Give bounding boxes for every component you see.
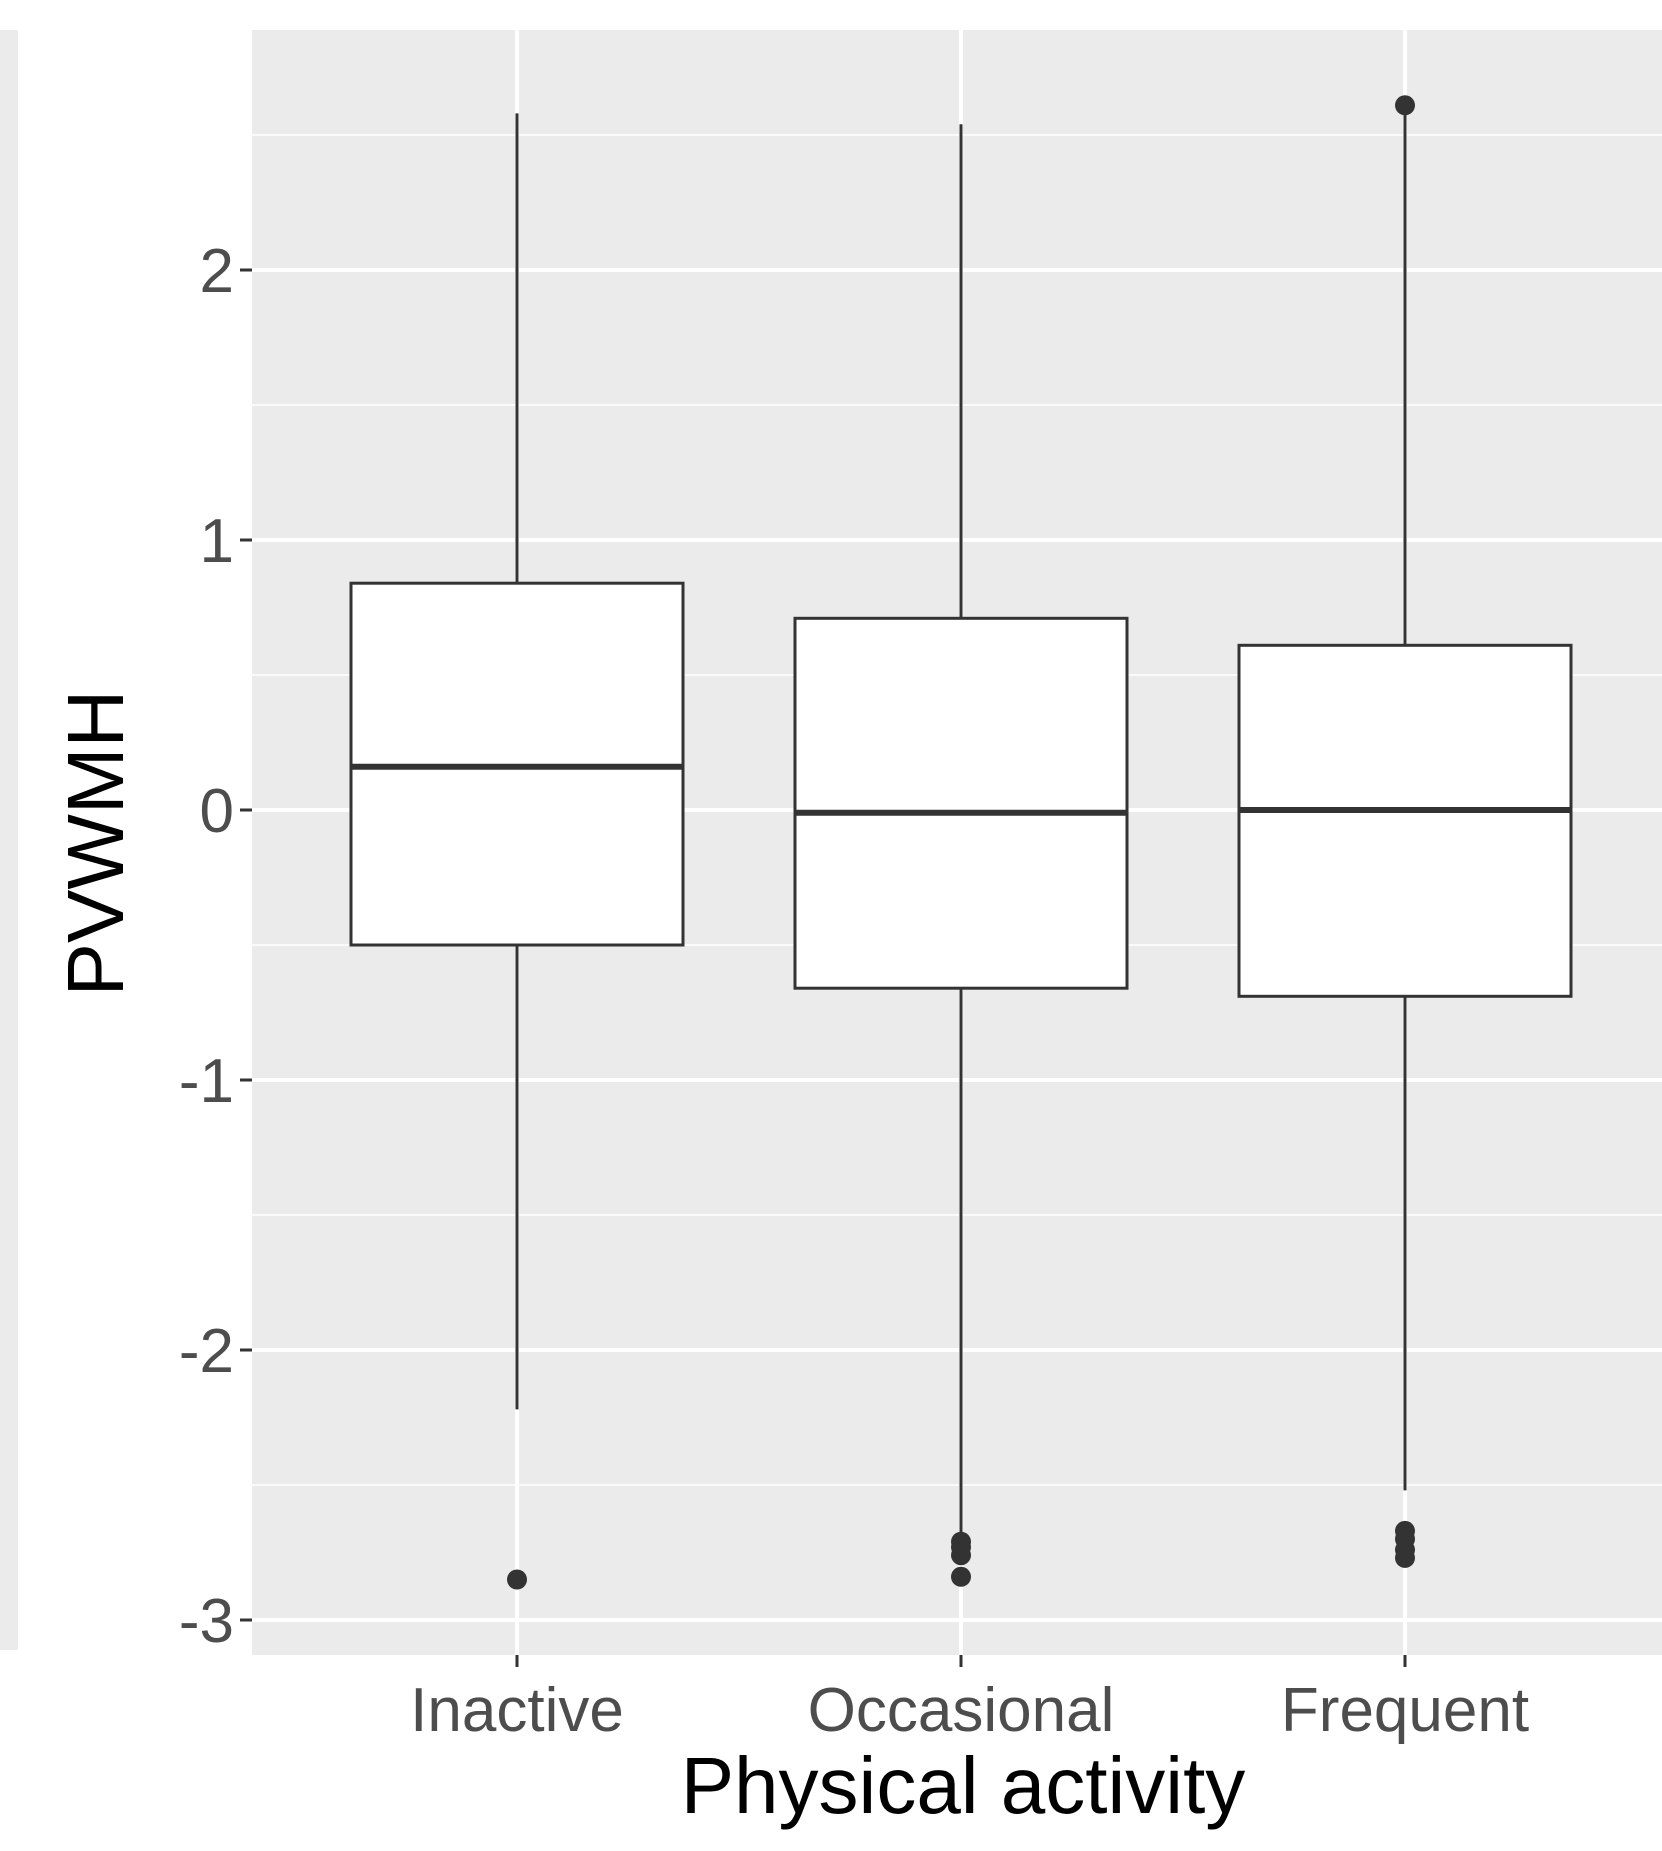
- y-axis: -3 -2 -1 0 1 2: [179, 237, 252, 1656]
- box-frequent: [1237, 95, 1573, 1568]
- y-axis-title: PVWMH: [51, 690, 140, 997]
- outlier-point: [951, 1545, 971, 1566]
- box-layer: [349, 95, 1573, 1590]
- iqr-box: [793, 616, 1129, 990]
- outlier-point: [1395, 95, 1415, 116]
- outlier-point: [951, 1566, 971, 1587]
- left-neighbor-panel-edge: [0, 30, 18, 1650]
- y-tick-label: 1: [200, 507, 234, 576]
- iqr-box: [1237, 643, 1573, 998]
- y-tick-label: -3: [179, 1587, 234, 1656]
- x-axis-title: Physical activity: [681, 1741, 1246, 1830]
- x-axis: Inactive Occasional Frequent: [410, 1655, 1529, 1745]
- y-tick-label: 0: [200, 777, 234, 846]
- outlier-point: [1395, 1547, 1415, 1568]
- x-tick-label: Inactive: [410, 1676, 624, 1745]
- y-tick-label: -2: [179, 1317, 234, 1386]
- y-tick-label: 2: [200, 237, 234, 306]
- x-tick-label: Frequent: [1281, 1676, 1529, 1745]
- outlier-point: [507, 1569, 527, 1590]
- x-tick-label: Occasional: [808, 1676, 1115, 1745]
- box-occasional: [793, 124, 1129, 1587]
- y-tick-label: -1: [179, 1047, 234, 1116]
- box-inactive: [349, 113, 685, 1590]
